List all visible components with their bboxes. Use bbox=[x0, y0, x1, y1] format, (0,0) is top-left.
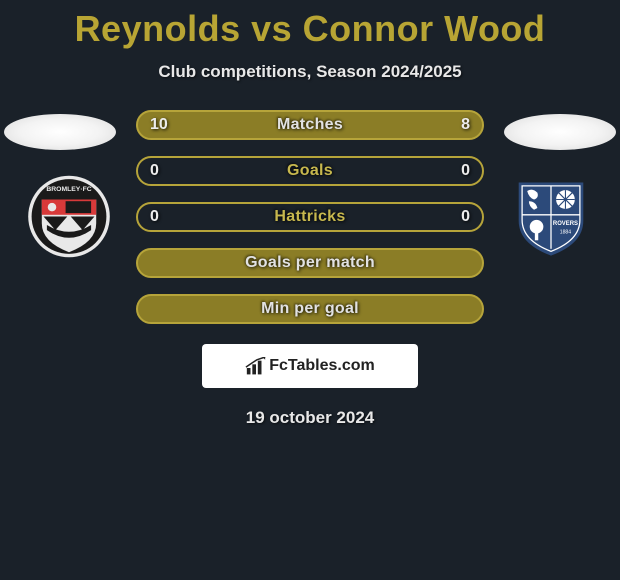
page-subtitle: Club competitions, Season 2024/2025 bbox=[0, 62, 620, 82]
stat-label: Min per goal bbox=[261, 300, 359, 318]
stat-bar: Min per goal bbox=[136, 294, 484, 324]
club-crest-left: BROMLEY·FC bbox=[20, 174, 118, 259]
club-crest-right: ROVERS 1884 bbox=[502, 174, 600, 259]
svg-text:1884: 1884 bbox=[560, 230, 571, 236]
player-photo-left bbox=[4, 114, 116, 150]
stat-bars: Matches 10 8 Goals 0 0 Hattricks 0 0 Goals per ma… bbox=[136, 110, 484, 324]
footer-date: 19 october 2024 bbox=[0, 408, 620, 428]
stat-bar: Goals 0 0 bbox=[136, 156, 484, 186]
brand-text: FcTables.com bbox=[269, 357, 375, 375]
stat-value-right: 0 bbox=[461, 162, 470, 180]
stat-value-left: 0 bbox=[150, 208, 159, 226]
player-photo-right bbox=[504, 114, 616, 150]
stat-bar: Matches 10 8 bbox=[136, 110, 484, 140]
page-title: Reynolds vs Connor Wood bbox=[0, 0, 620, 50]
stat-value-right: 8 bbox=[461, 116, 470, 134]
stat-value-left: 0 bbox=[150, 162, 159, 180]
brand-badge: FcTables.com bbox=[202, 344, 418, 388]
brand-chart-icon bbox=[245, 357, 267, 375]
stat-value-left: 10 bbox=[150, 116, 168, 134]
svg-text:BROMLEY·FC: BROMLEY·FC bbox=[46, 186, 91, 193]
comparison-stage: BROMLEY·FC ROVERS 1884 Matches 10 8 Goals 0 0… bbox=[0, 110, 620, 324]
stat-label: Matches bbox=[277, 116, 343, 134]
stat-label: Goals bbox=[287, 162, 333, 180]
stat-bar: Hattricks 0 0 bbox=[136, 202, 484, 232]
stat-value-right: 0 bbox=[461, 208, 470, 226]
stat-label: Hattricks bbox=[274, 208, 345, 226]
svg-text:ROVERS: ROVERS bbox=[553, 221, 578, 227]
stat-bar: Goals per match bbox=[136, 248, 484, 278]
stat-label: Goals per match bbox=[245, 254, 375, 272]
